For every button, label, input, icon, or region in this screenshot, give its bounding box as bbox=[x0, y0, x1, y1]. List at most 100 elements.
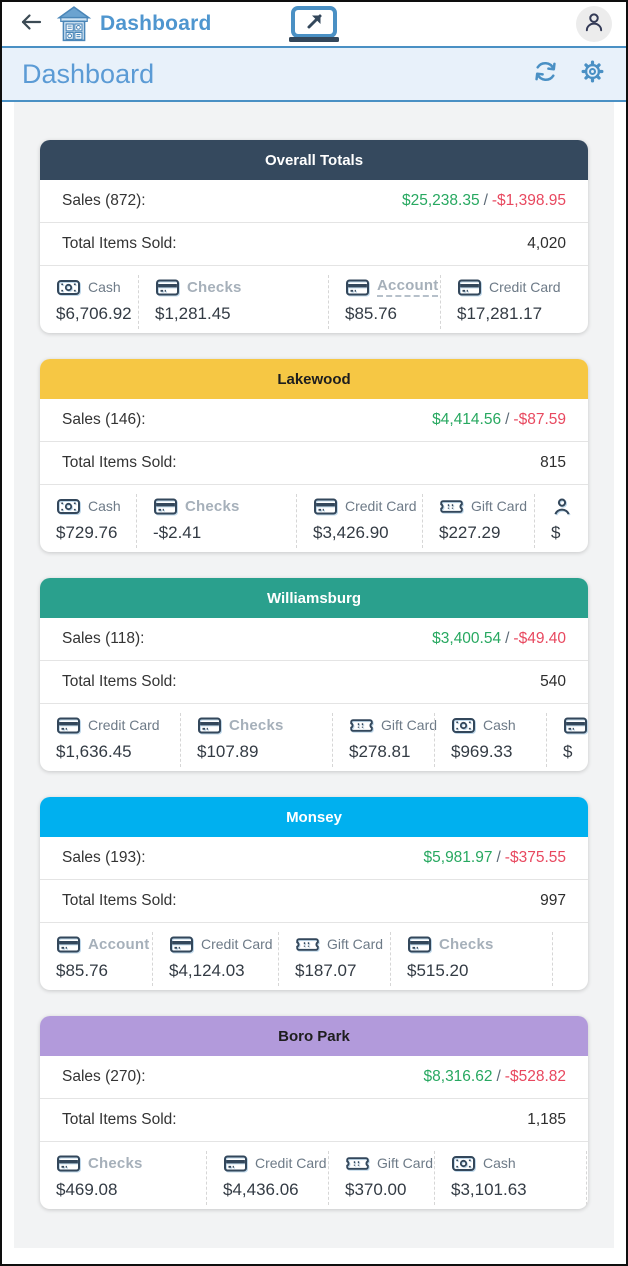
payment-method-value: $969.33 bbox=[451, 742, 513, 761]
items-sold-row: Total Items Sold: 997 bbox=[40, 880, 588, 923]
credit-card-icon bbox=[56, 1155, 81, 1172]
payment-method-value: $469.08 bbox=[56, 1180, 118, 1199]
payment-method-value: $3,101.63 bbox=[451, 1180, 527, 1199]
payment-scroll-spacer bbox=[552, 932, 588, 986]
sales-label: Sales (118): bbox=[62, 630, 145, 647]
person-icon bbox=[551, 498, 573, 515]
payment-method-value: $17,281.17 bbox=[457, 304, 543, 323]
sales-separator: / bbox=[483, 192, 488, 209]
sales-negative-value: -$49.40 bbox=[513, 630, 566, 647]
payment-method-head: Gift Card bbox=[349, 713, 437, 737]
payment-method: Checks $515.20 bbox=[390, 932, 552, 986]
laptop-share-button[interactable] bbox=[285, 5, 343, 50]
payment-method: Credit Card $1,636.45 bbox=[40, 713, 180, 767]
sales-positive-value: $8,316.62 bbox=[423, 1068, 493, 1085]
items-sold-value: 1,185 bbox=[527, 1111, 566, 1128]
payment-method-label: Gift Card bbox=[471, 498, 528, 514]
gift-card-icon bbox=[295, 936, 320, 953]
payment-method-head: Gift Card bbox=[345, 1151, 433, 1175]
payment-method-label: Gift Card bbox=[327, 936, 384, 952]
cash-icon bbox=[451, 1155, 476, 1172]
payment-method-head: Gift Card bbox=[439, 494, 527, 518]
sales-row: Sales (118): $3,400.54/-$49.40 bbox=[40, 618, 588, 661]
sales-separator: / bbox=[496, 1068, 501, 1085]
payment-methods-scroll[interactable]: Account $85.76 Credit Card $4,124.03 Gift Ca… bbox=[40, 923, 588, 990]
sales-values: $25,238.35/-$1,398.95 bbox=[402, 192, 566, 210]
payment-methods-row: Account $85.76 Credit Card $4,124.03 Gift Ca… bbox=[40, 923, 588, 990]
sales-separator: / bbox=[496, 849, 501, 866]
settings-button[interactable] bbox=[579, 58, 606, 90]
app-bar-title: Dashboard bbox=[100, 12, 212, 35]
payment-method-value: -$2.41 bbox=[153, 523, 202, 542]
payment-scroll-spacer bbox=[586, 1151, 588, 1205]
payment-method-head: Checks bbox=[153, 494, 280, 518]
payment-method: Cash $3,101.63 bbox=[434, 1151, 586, 1205]
payment-method-head: Credit Card bbox=[223, 1151, 327, 1175]
payment-method-value: $515.20 bbox=[407, 961, 469, 980]
sales-values: $5,981.97/-$375.55 bbox=[424, 849, 566, 867]
dashboard-card: Boro Park Sales (270): $8,316.62/-$528.82 T… bbox=[40, 1016, 588, 1209]
sales-values: $3,400.54/-$49.40 bbox=[432, 630, 566, 648]
payment-method-label: Credit Card bbox=[255, 1155, 327, 1171]
payment-method-value: $187.07 bbox=[295, 961, 357, 980]
payment-methods-scroll[interactable]: Cash $6,706.92 Checks $1,281.45 Account $85.7… bbox=[40, 266, 588, 333]
avatar-button[interactable] bbox=[576, 6, 612, 42]
payment-method: Cash $6,706.92 bbox=[40, 275, 138, 329]
payment-method-label: Credit Card bbox=[201, 936, 273, 952]
payment-method-value: $6,706.92 bbox=[56, 304, 132, 323]
cash-icon bbox=[451, 717, 476, 734]
items-sold-row: Total Items Sold: 540 bbox=[40, 661, 588, 704]
payment-method-head: Credit Card bbox=[313, 494, 417, 518]
back-button[interactable] bbox=[16, 9, 46, 39]
dashboard-card: Lakewood Sales (146): $4,414.56/-$87.59 Tot… bbox=[40, 359, 588, 552]
credit-card-icon bbox=[155, 279, 180, 296]
sales-label: Sales (270): bbox=[62, 1068, 146, 1085]
items-sold-row: Total Items Sold: 815 bbox=[40, 442, 588, 485]
payment-method: Account $85.76 bbox=[40, 932, 152, 986]
payment-method-value: $1,636.45 bbox=[56, 742, 132, 761]
payment-method-head: Cash bbox=[56, 494, 121, 518]
gear-icon bbox=[579, 58, 606, 90]
cash-icon bbox=[56, 498, 81, 515]
payment-method-label: Checks bbox=[187, 278, 242, 296]
payment-method-label: Cash bbox=[88, 498, 121, 514]
payment-method-value: $3,426.90 bbox=[313, 523, 389, 542]
payment-method-head: Credit Card bbox=[457, 275, 574, 299]
payment-method-value: $227.29 bbox=[439, 523, 501, 542]
payment-method-label: Checks bbox=[229, 716, 284, 734]
payment-methods-scroll[interactable]: Credit Card $1,636.45 Checks $107.89 Gift Ca… bbox=[40, 704, 588, 771]
page-title-bar: Dashboard bbox=[2, 48, 626, 102]
payment-method: Credit Card $4,436.06 bbox=[206, 1151, 328, 1205]
payment-method: Gift Card $278.81 bbox=[332, 713, 437, 767]
items-sold-row: Total Items Sold: 4,020 bbox=[40, 223, 588, 266]
gift-card-icon bbox=[345, 1155, 370, 1172]
payment-method: Checks $469.08 bbox=[40, 1151, 206, 1205]
payment-method: Gift Card $187.07 bbox=[278, 932, 390, 986]
payment-method-value: $85.76 bbox=[56, 961, 108, 980]
payment-method-value: $1,281.45 bbox=[155, 304, 231, 323]
dashboard-card: Overall Totals Sales (872): $25,238.35/-$1… bbox=[40, 140, 588, 333]
back-arrow-icon bbox=[20, 13, 42, 36]
dashboard-card: Monsey Sales (193): $5,981.97/-$375.55 Tota… bbox=[40, 797, 588, 990]
payment-method-head: Account bbox=[56, 932, 149, 956]
payment-method-head: Cash bbox=[451, 713, 530, 737]
items-sold-label: Total Items Sold: bbox=[62, 892, 177, 909]
payment-methods-row: Credit Card $1,636.45 Checks $107.89 Gift Ca… bbox=[40, 704, 588, 771]
payment-method: Cash $969.33 bbox=[434, 713, 546, 767]
payment-method-head bbox=[551, 494, 588, 518]
payment-method-head: Checks bbox=[407, 932, 536, 956]
person-icon bbox=[583, 11, 605, 38]
payment-method: Credit Card $3,426.90 bbox=[296, 494, 422, 548]
items-sold-label: Total Items Sold: bbox=[62, 1111, 177, 1128]
payment-method-value: $278.81 bbox=[349, 742, 411, 761]
credit-card-icon bbox=[169, 936, 194, 953]
payment-method-value: $107.89 bbox=[197, 742, 259, 761]
payment-method: $ bbox=[546, 713, 588, 767]
payment-method-head: Credit Card bbox=[56, 713, 164, 737]
payment-methods-scroll[interactable]: Checks $469.08 Credit Card $4,436.06 Gift Ca… bbox=[40, 1142, 588, 1209]
payment-methods-scroll[interactable]: Cash $729.76 Checks -$2.41 Credit Card $3,426… bbox=[40, 485, 588, 552]
payment-method: $ bbox=[534, 494, 588, 548]
refresh-button[interactable] bbox=[532, 58, 559, 90]
payment-method-label: Cash bbox=[88, 279, 121, 295]
card-title: Lakewood bbox=[40, 359, 588, 399]
